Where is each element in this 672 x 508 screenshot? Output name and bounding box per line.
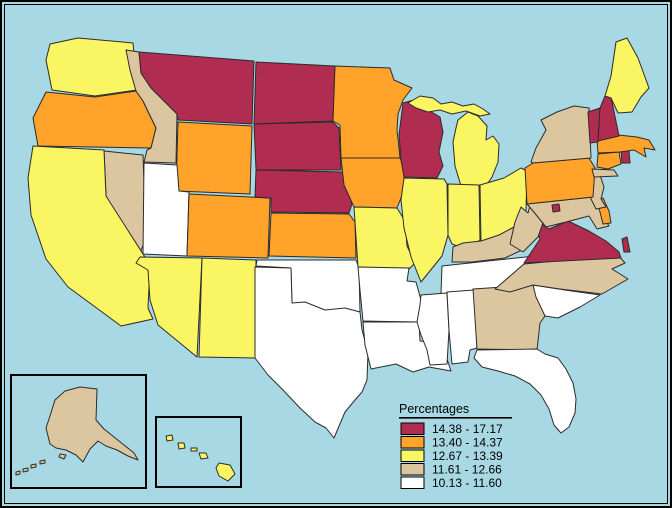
state-virginia-eastern-shore	[621, 236, 631, 253]
state-iowa	[340, 157, 407, 209]
state-colorado	[186, 193, 271, 259]
legend-label-1: 13.40 - 14.37	[432, 436, 503, 450]
alaska-inset-box	[10, 374, 147, 489]
state-alaska	[45, 386, 139, 463]
state-kansas	[268, 212, 357, 259]
hawaii-island-molokai	[190, 447, 198, 452]
state-california	[27, 145, 154, 327]
legend-title-underline	[399, 417, 512, 419]
legend-label-2: 12.67 - 13.39	[432, 449, 503, 463]
state-south-dakota	[253, 121, 342, 171]
legend-swatch-4	[400, 476, 425, 489]
map-canvas: Percentages 14.38 - 17.17 13.40 - 14.37 …	[4, 4, 668, 504]
alaska-aleutian-island	[22, 467, 29, 473]
state-new-mexico	[198, 257, 257, 359]
legend-title: Percentages	[399, 402, 469, 416]
legend-label-4: 10.13 - 11.60	[432, 476, 502, 490]
state-texas	[254, 266, 369, 439]
hawaii-island-maui	[198, 452, 209, 460]
state-vermont	[587, 107, 601, 144]
legend-swatch-1	[400, 436, 425, 449]
state-maine	[604, 37, 650, 114]
legend-swatch-3	[400, 463, 425, 476]
state-washington	[45, 37, 138, 97]
state-minnesota	[332, 65, 413, 159]
hawaii-inset-box	[155, 416, 242, 488]
alaska-aleutian-island	[39, 459, 46, 465]
state-pennsylvania	[524, 157, 596, 205]
state-wisconsin	[398, 99, 444, 179]
legend: Percentages 14.38 - 17.17 13.40 - 14.37 …	[399, 402, 512, 490]
state-georgia	[472, 284, 546, 351]
state-new-york	[530, 105, 592, 164]
state-district-of-columbia	[551, 203, 561, 213]
state-new-hampshire	[597, 95, 620, 142]
state-michigan-upper	[407, 95, 491, 117]
state-montana	[138, 51, 255, 125]
us-choropleth-map: Percentages 14.38 - 17.17 13.40 - 14.37 …	[10, 37, 656, 490]
hawaii-island-oahu	[177, 442, 186, 450]
hawaii-inset	[155, 416, 242, 488]
hawaii-island-kauai	[165, 434, 174, 442]
state-massachusetts	[596, 134, 656, 158]
states-lower48	[27, 37, 656, 439]
hawaii-island-big-island	[215, 462, 236, 482]
alaska-aleutian-island	[30, 463, 37, 469]
state-new-york-long-island	[591, 168, 619, 178]
state-alabama	[446, 289, 478, 365]
state-illinois	[400, 177, 449, 283]
alaska-aleutian-island	[15, 470, 21, 476]
state-florida	[473, 348, 577, 434]
state-indiana	[447, 183, 481, 251]
state-connecticut	[596, 151, 622, 170]
state-michigan-lower	[452, 111, 500, 187]
legend-swatch-2	[400, 449, 425, 462]
state-south-carolina	[532, 284, 601, 319]
alaska-kodiak-island	[58, 453, 67, 460]
state-virginia	[523, 216, 622, 264]
state-wyoming	[175, 121, 253, 195]
state-arkansas	[357, 266, 422, 323]
state-north-dakota	[253, 61, 336, 125]
alaska-inset	[10, 374, 147, 489]
state-oregon	[32, 90, 157, 149]
legend-label-0: 14.38 - 17.17	[432, 422, 503, 436]
legend-swatch-0	[400, 422, 425, 435]
legend-label-3: 11.61 - 12.66	[432, 463, 502, 477]
